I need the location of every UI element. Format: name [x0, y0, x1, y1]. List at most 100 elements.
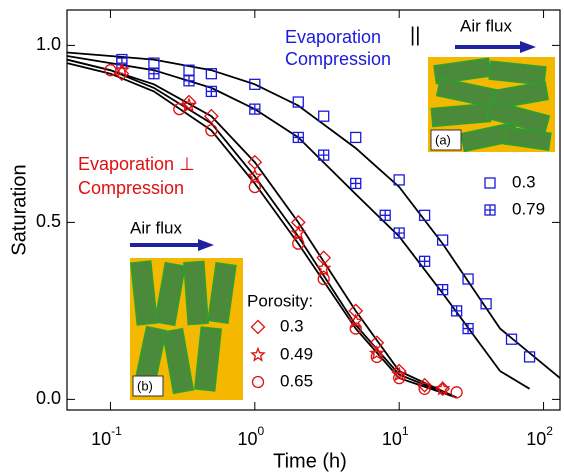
- data-point: [292, 237, 305, 250]
- data-point: [205, 85, 218, 98]
- data-point: [246, 168, 263, 184]
- marker-cross: [463, 323, 474, 334]
- legend-label: 0.79: [512, 199, 545, 218]
- data-point: [523, 351, 536, 363]
- annotation: Compression: [285, 49, 391, 69]
- data-point: [205, 68, 218, 80]
- data-point: [370, 350, 383, 364]
- marker-cross: [419, 256, 430, 267]
- marker-cross: [380, 210, 391, 221]
- data-point: [348, 303, 364, 319]
- data-point: [248, 180, 261, 194]
- x-tick-base: 10: [91, 429, 111, 449]
- data-point: [104, 64, 117, 77]
- data-point: [379, 209, 391, 221]
- data-point: [318, 110, 330, 122]
- marker-cross: [206, 86, 217, 97]
- data-point: [418, 382, 431, 395]
- data-point: [113, 61, 130, 77]
- data-point: [205, 124, 218, 137]
- marker-box: [505, 333, 518, 345]
- data-point: [434, 380, 451, 396]
- legend-label: 0.3: [280, 316, 304, 335]
- data-point: [369, 335, 385, 351]
- data-point: [249, 78, 261, 90]
- legend-marker: [250, 346, 266, 362]
- x-tick-label: 101: [382, 424, 409, 449]
- legend-label: 0.65: [280, 371, 313, 390]
- data-point: [114, 66, 130, 82]
- annotation: Evaporation ⊥: [78, 154, 195, 174]
- marker-cross: [437, 284, 448, 295]
- legend-marker: [251, 375, 265, 389]
- data-point: [393, 227, 405, 239]
- x-axis-label: Time (h): [273, 450, 347, 472]
- data-point: [436, 283, 449, 296]
- data-point: [290, 224, 307, 240]
- data-point: [316, 250, 332, 266]
- marker-cross: [293, 132, 304, 143]
- plot-frame: [66, 9, 561, 411]
- marker-cross: [485, 205, 495, 215]
- data-point: [349, 322, 362, 335]
- marker-cross: [394, 228, 405, 239]
- data-point: [148, 68, 160, 80]
- legend-title: Porosity:: [247, 291, 313, 310]
- legend-label: 0.49: [280, 344, 313, 363]
- data-point: [350, 131, 362, 144]
- x-tick-exponent: 1: [402, 424, 409, 438]
- arrows: [130, 41, 536, 251]
- marker-box: [484, 177, 496, 189]
- legend-marker: [484, 177, 496, 189]
- marker-box: [393, 174, 405, 186]
- x-tick-exponent: 0: [257, 424, 264, 438]
- x-tick-base: 10: [526, 429, 546, 449]
- data-point: [183, 75, 195, 87]
- fit-line: [66, 58, 457, 399]
- inset-b: [129, 258, 243, 400]
- x-tick-label: 102: [526, 424, 553, 449]
- x-tick-exponent: 2: [546, 424, 553, 438]
- marker-box: [462, 273, 474, 285]
- marker-cross: [318, 150, 329, 161]
- annotation: (b): [137, 378, 153, 393]
- data-point: [292, 131, 304, 144]
- data-point: [203, 108, 219, 124]
- fit-line: [66, 62, 457, 399]
- x-tick-label: 10-1: [91, 424, 122, 449]
- marker-cross: [350, 178, 361, 189]
- x-tick-label: 100: [237, 424, 264, 449]
- marker-cross: [451, 305, 462, 316]
- marker-cross: [148, 68, 159, 79]
- data-point: [393, 371, 406, 385]
- legend-marker: [250, 319, 266, 335]
- x-tick-exponent: -1: [111, 424, 122, 438]
- data-point: [418, 255, 431, 267]
- data-point: [249, 103, 261, 115]
- marker-box: [418, 209, 431, 221]
- legend-marker: [484, 204, 496, 216]
- data-point: [418, 209, 431, 221]
- data-point: [436, 234, 449, 246]
- data-point: [290, 214, 306, 230]
- data-point: [393, 174, 405, 186]
- marker-box: [436, 234, 449, 246]
- inset-a: [428, 57, 555, 153]
- marker-box: [480, 298, 492, 310]
- marker-cross: [249, 104, 260, 115]
- marker-cross: [184, 75, 195, 86]
- annotation: Air flux: [130, 218, 182, 237]
- data-point: [173, 102, 186, 116]
- y-tick-label: 1.0: [36, 34, 61, 54]
- data-point: [317, 272, 330, 286]
- annotation: ||: [410, 24, 420, 46]
- marker-box: [350, 131, 362, 144]
- annotation: Evaporation: [285, 27, 381, 47]
- annotation: Air flux: [460, 16, 512, 35]
- data-point: [315, 260, 332, 276]
- marker-box: [318, 110, 330, 122]
- y-axis-label: Saturation: [8, 164, 30, 255]
- data-point: [368, 345, 385, 361]
- data-point: [450, 305, 463, 317]
